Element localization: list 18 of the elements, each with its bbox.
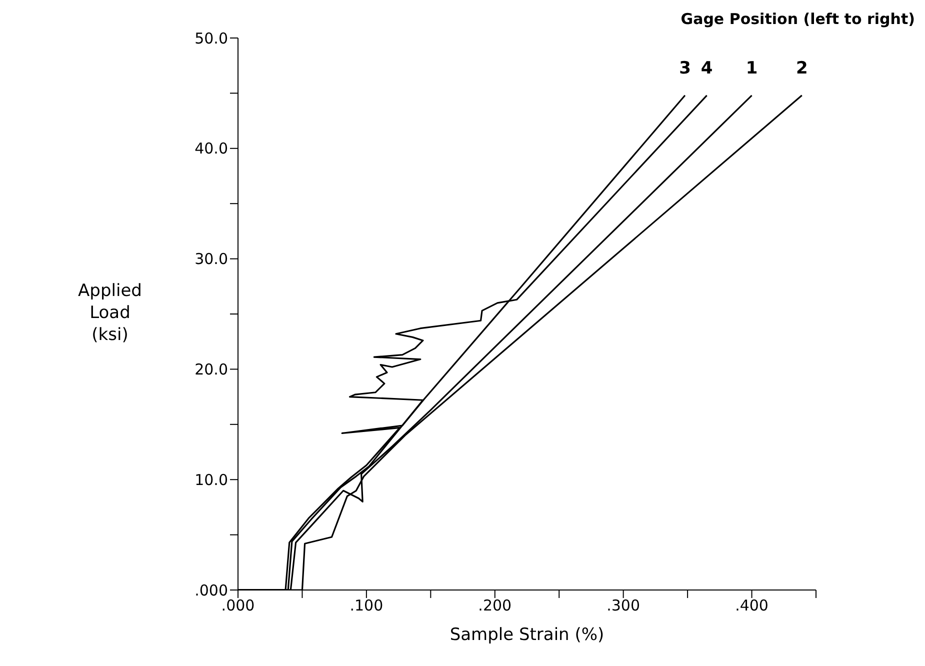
y-tick-label: 10.0 <box>194 470 228 489</box>
series-label: 2 <box>796 58 808 78</box>
y-axis-title: Applied Load (ksi) <box>78 281 142 345</box>
x-axis-title: Sample Strain (%) <box>450 625 604 645</box>
y-tick-label: 30.0 <box>194 250 228 268</box>
series-label: 3 <box>679 58 691 78</box>
x-tick-label: .100 <box>350 596 384 615</box>
y-tick-label: .000 <box>194 581 228 600</box>
y-tick-label: 50.0 <box>194 29 228 48</box>
series-label: 4 <box>700 58 713 78</box>
x-tick-label: .300 <box>606 596 640 615</box>
y-tick-label: 20.0 <box>194 360 228 379</box>
x-tick-label: .400 <box>735 596 768 615</box>
legend-title: Gage Position (left to right) <box>680 10 915 28</box>
series-label: 1 <box>746 58 758 78</box>
x-tick-label: .200 <box>478 596 512 615</box>
x-tick-label: .000 <box>221 596 255 615</box>
y-tick-label: 40.0 <box>194 140 228 158</box>
